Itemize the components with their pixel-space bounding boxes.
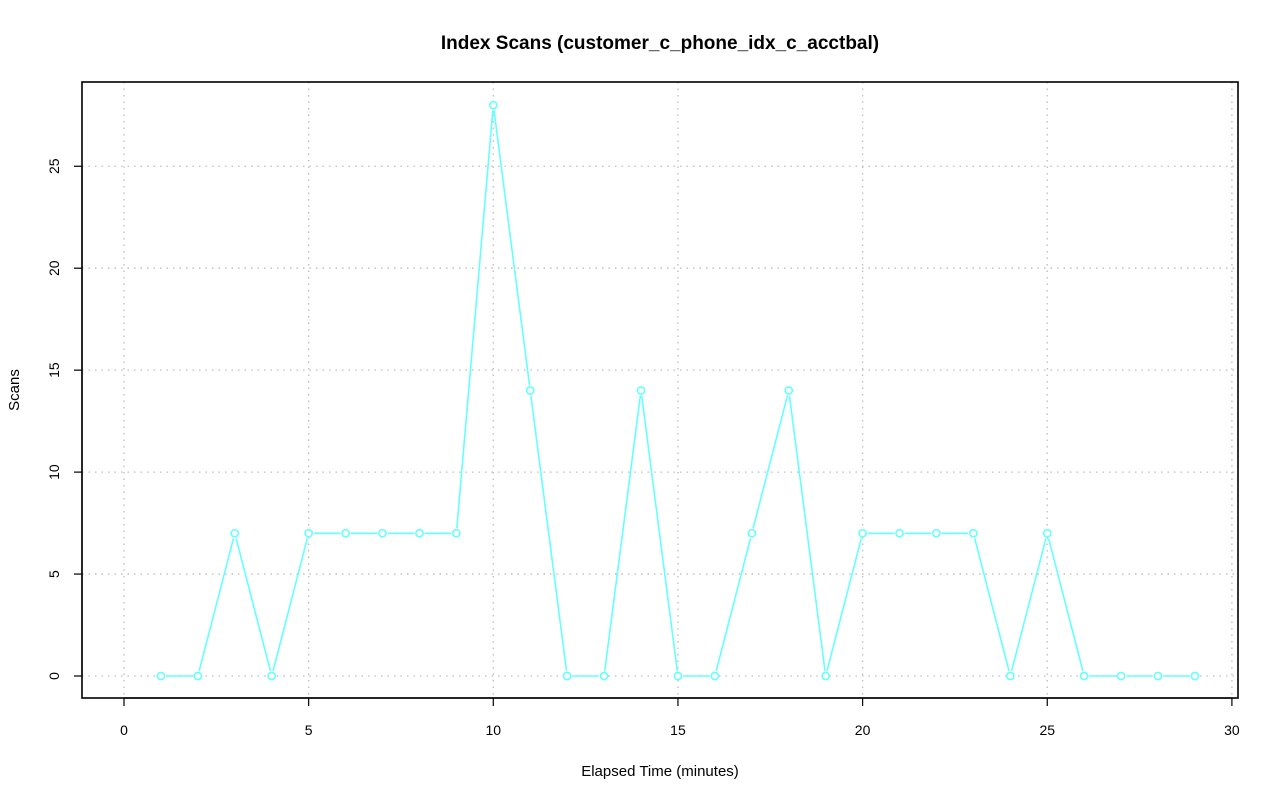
series-0-point-10	[488, 100, 498, 110]
grid-lines	[82, 82, 1238, 698]
x-tick-label-15: 15	[670, 722, 686, 738]
series-0-point-14	[636, 386, 646, 395]
series-0-point-17	[747, 528, 757, 538]
series-0-point-15	[673, 671, 683, 681]
chart-title: Index Scans (customer_c_phone_idx_c_acct…	[441, 33, 879, 54]
series-0-point-20	[858, 528, 867, 538]
series-0-segment-23	[1010, 538, 1047, 672]
y-tick-label-25: 25	[46, 158, 62, 174]
series-0-point-27	[1116, 671, 1126, 681]
x-tick-label-5: 5	[305, 722, 313, 738]
series-0-point-13	[599, 671, 609, 681]
series-group	[156, 100, 1200, 681]
series-0-point-11	[525, 386, 535, 395]
x-axis: 0 5 10 15 20 25 30	[120, 697, 1240, 738]
series-0-point-24	[1005, 671, 1015, 681]
plot-frame	[81, 81, 1239, 699]
series-0-segment-1	[198, 538, 235, 672]
series-0-point-21	[895, 528, 904, 538]
series-0-segment-15	[715, 538, 752, 672]
series-0-point-25	[1042, 528, 1052, 538]
series-0-point-18	[784, 386, 794, 395]
x-axis-label: Elapsed Time (minutes)	[581, 763, 739, 780]
series-0-segment-17	[788, 395, 826, 671]
x-tick-label-10: 10	[486, 722, 502, 738]
series-0-segment-13	[640, 395, 679, 671]
series-0-point-23	[968, 528, 978, 538]
x-tick-label-0: 0	[120, 722, 128, 738]
series-0-point-29	[1190, 671, 1200, 681]
series-0-segment-16	[752, 395, 789, 529]
y-tick-label-5: 5	[46, 570, 62, 578]
series-0-point-16	[710, 671, 720, 681]
y-tick-label-15: 15	[46, 362, 62, 378]
x-tick-label-25: 25	[1039, 722, 1055, 738]
series-0-point-19	[821, 671, 831, 681]
series-0-segment-2	[235, 538, 272, 672]
series-0-point-2	[193, 671, 203, 681]
series-0-segment-18	[826, 538, 863, 672]
series-0-point-12	[562, 671, 572, 681]
series-0-point-22	[932, 528, 941, 538]
series-0-point-9	[451, 528, 461, 538]
series-0-segment-24	[1047, 538, 1084, 672]
series-0-point-7	[378, 528, 387, 538]
y-axis: 0 5 10 15 20 25	[46, 158, 83, 680]
series-0-segment-12	[603, 395, 642, 671]
series-0-point-1	[156, 671, 166, 681]
series-0-point-3	[230, 528, 240, 538]
y-tick-label-0: 0	[46, 672, 62, 680]
series-0-segment-10	[530, 395, 568, 671]
series-0-segment-22	[973, 538, 1010, 672]
series-0-point-8	[415, 528, 424, 538]
y-axis-label: Scans	[6, 369, 23, 411]
series-0-point-6	[341, 528, 350, 538]
x-tick-label-20: 20	[855, 722, 871, 738]
series-0-point-28	[1153, 671, 1163, 681]
series-0-segment-3	[272, 538, 309, 672]
y-tick-label-10: 10	[46, 464, 62, 480]
series-0-segment-9	[493, 110, 531, 386]
series-0-point-26	[1079, 671, 1089, 681]
y-tick-label-20: 20	[46, 260, 62, 276]
series-0-point-4	[267, 671, 277, 681]
x-tick-label-30: 30	[1224, 722, 1240, 738]
series-0-point-5	[304, 528, 314, 538]
series-0-segment-8	[456, 110, 494, 529]
